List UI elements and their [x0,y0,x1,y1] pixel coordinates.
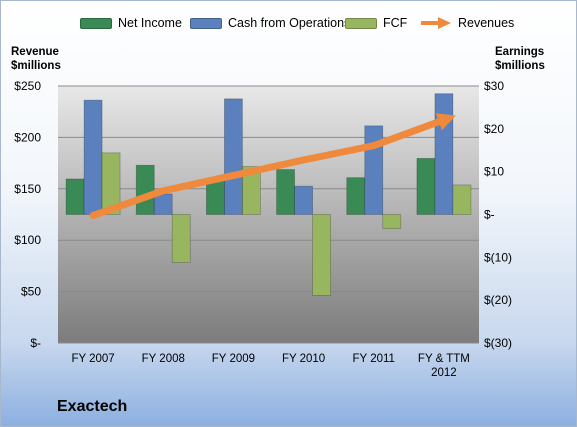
bar-net-income [346,177,366,215]
bar-fcf [171,214,191,263]
bar-cash-from-operations [434,93,454,215]
gridlines [58,85,479,344]
right-tick-label: $10 [484,165,504,179]
legend-item-cash-from-operations: Cash from Operations [190,16,350,30]
bar-cash-from-operations [153,193,173,215]
bar-net-income [135,164,155,215]
legend-swatch-cash-from-operations [190,17,222,29]
x-tick-line: FY 2011 [353,353,395,365]
right-axis-title: Earnings $millions [495,45,545,73]
bar-fcf [452,184,472,215]
legend-swatch-fcf [345,17,377,29]
x-tick-label: FY 2010 [282,353,325,365]
x-tick-line: FY 2009 [212,353,255,365]
right-tick-label: $(10) [484,250,512,264]
revenue-arrow [89,113,456,220]
legend-arrow-icon [421,17,451,29]
legend-item-fcf: FCF [345,16,407,30]
left-tick-label: $250 [14,79,41,93]
left-axis-ticks: $- $50 $100 $150 $200 $250 [14,79,41,350]
legend-swatch-net-income [80,17,112,29]
x-tick-line: 2012 [431,367,457,379]
bar-cash-from-operations [224,98,243,215]
left-axis-title: Revenue $millions [11,45,61,73]
bar-net-income [65,178,85,215]
bar-fcf [242,166,261,215]
right-tick-label: $20 [484,122,504,136]
x-tick-label: FY 2007 [71,353,114,365]
bar-cash-from-operations [83,99,103,215]
legend-label-cash-from-operations: Cash from Operations [228,16,351,30]
bar-net-income [276,169,295,215]
x-tick-line: FY 2008 [142,353,185,365]
bar-cash-from-operations [364,125,384,215]
left-axis-title-line-2: $millions [11,60,61,72]
legend-item-revenues: Revenues [420,16,514,30]
legend-label-fcf: FCF [383,16,408,30]
x-tick-label: FY 2008 [142,353,185,365]
left-axis-title-line-1: Revenue [11,46,59,58]
x-tick-line: FY & TTM [418,353,470,365]
legend: Net Income Cash from Operations FCF Reve… [0,16,577,32]
legend-item-net-income: Net Income [80,16,182,30]
bar-fcf [312,214,331,296]
right-tick-label: $(30) [484,336,512,350]
left-tick-label: $100 [14,233,41,247]
right-tick-label: $(20) [484,293,512,307]
left-tick-label: $200 [14,130,41,144]
legend-label-revenues: Revenues [458,16,515,30]
left-tick-label: $50 [21,285,41,299]
left-tick-label: $150 [14,182,41,196]
bar-net-income [416,157,436,215]
right-axis-title-line-2: $millions [495,60,545,72]
right-axis-title-line-1: Earnings [495,46,545,58]
company-name: Exactech [57,398,128,415]
bar-fcf [382,214,402,230]
right-tick-label: $30 [484,79,504,93]
right-axis-ticks: $(30) $(20) $(10) $- $10 $20 $30 [484,79,512,350]
bar-cash-from-operations [294,185,313,215]
bar-fcf [101,152,121,215]
legend-label-net-income: Net Income [118,16,182,30]
left-tick-label: $- [30,336,41,350]
x-tick-label: FY 2009 [212,353,255,365]
x-tick-line: FY 2007 [71,353,114,365]
x-tick-line: FY 2010 [282,353,325,365]
x-tick-label: FY 2011 [353,353,395,365]
x-axis-ticks: FY 2007 FY 2008 FY 2009 FY 2010 FY 2011 FY & … [71,353,469,379]
x-tick-label: FY & TTM 2012 [418,353,470,379]
plot-area [58,86,479,343]
right-tick-label: $- [484,208,495,222]
revenue-line [89,113,456,220]
